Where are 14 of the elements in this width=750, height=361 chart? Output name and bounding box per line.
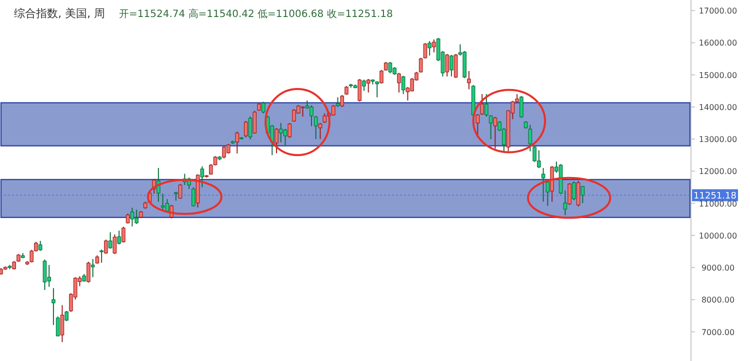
y-tick-label: 11000.00: [698, 199, 738, 208]
y-tick-label: 13000.00: [698, 135, 738, 144]
y-tick-label: 9000.00: [701, 264, 735, 273]
ref-line-label: 11251.18: [694, 192, 737, 202]
y-tick-label: 15000.00: [698, 70, 738, 80]
text: 综合指数, 美国, 周: [14, 7, 105, 20]
y-tick-label: 10000.00: [698, 231, 738, 240]
y-tick-label: 7000.00: [701, 328, 735, 337]
y-tick-label: 16000.00: [698, 38, 738, 48]
y-tick-label: 8000.00: [701, 296, 735, 305]
y-tick-label: 12000.00: [698, 167, 738, 176]
y-tick-label: 17000.00: [698, 6, 738, 16]
text: 开=11524.74 高=11540.42 低=11006.68 收=11251.18: [119, 8, 393, 20]
y-tick-label: 14000.00: [698, 102, 738, 112]
